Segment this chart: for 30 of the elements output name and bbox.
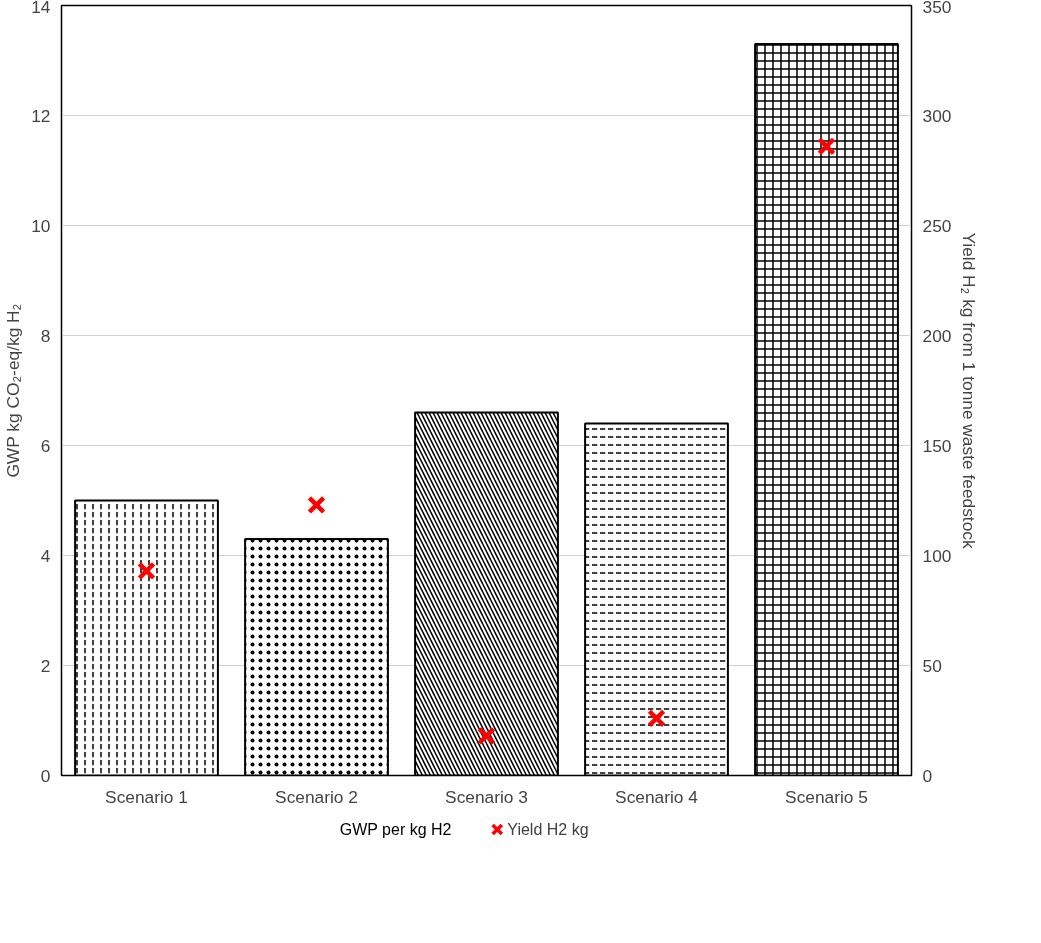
legend-label: Yield H2 kg bbox=[507, 821, 589, 838]
point bbox=[647, 708, 666, 728]
y-axis-title: GWP kg CO₂-eq/kg H₂ bbox=[3, 303, 24, 478]
y2-tick-label: 150 bbox=[922, 435, 952, 456]
y-tick-label: 0 bbox=[40, 765, 51, 786]
x-tick-label: Scenario 3 bbox=[445, 786, 528, 807]
x-tick-label: Scenario 4 bbox=[615, 786, 699, 807]
text: GWP per kg H2 bbox=[339, 821, 452, 838]
y2-tick-label: 300 bbox=[922, 105, 952, 126]
y-tick-label: 2 bbox=[40, 655, 51, 676]
point bbox=[817, 136, 836, 156]
y2-tick-label: 50 bbox=[922, 655, 942, 676]
y2-tick-label: 0 bbox=[922, 765, 933, 786]
y2-tick-label: 250 bbox=[922, 215, 952, 236]
y-tick-label: 10 bbox=[31, 215, 51, 236]
y-tick-label: 8 bbox=[40, 325, 51, 346]
point bbox=[477, 726, 496, 746]
y-tick-label: 12 bbox=[31, 105, 51, 126]
y-tick-label: 6 bbox=[40, 435, 51, 456]
y-tick-label: 14 bbox=[31, 0, 51, 17]
y-tick-label: 4 bbox=[40, 545, 51, 566]
x-tick-label: Scenario 5 bbox=[785, 786, 868, 807]
y2-axis-title: Yield H₂ kg from 1 tonne waste feedstock bbox=[959, 232, 980, 549]
y2-tick-label: 200 bbox=[922, 325, 952, 346]
point bbox=[307, 495, 326, 515]
point bbox=[137, 561, 156, 581]
x-tick-label: Scenario 1 bbox=[105, 786, 188, 807]
x-tick-label: Scenario 2 bbox=[275, 786, 358, 807]
y2-tick-label: 100 bbox=[922, 545, 952, 566]
y2-tick-label: 350 bbox=[922, 0, 952, 17]
